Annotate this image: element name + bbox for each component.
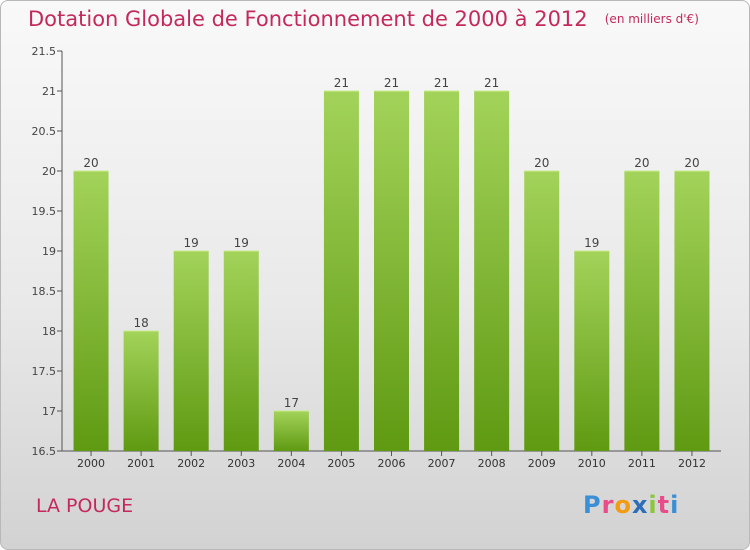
data-label: 17: [284, 396, 299, 410]
x-tick-label: 2004: [277, 457, 305, 470]
y-tick-label: 18: [42, 325, 56, 338]
y-tick-label: 21: [42, 85, 56, 98]
bar: [73, 171, 109, 451]
x-tick-label: 2010: [578, 457, 606, 470]
x-tick-label: 2011: [628, 457, 656, 470]
data-label: 20: [83, 156, 98, 170]
data-label: 18: [133, 316, 148, 330]
data-label: 21: [334, 76, 349, 90]
x-tick-label: 2000: [77, 457, 105, 470]
bar: [624, 171, 660, 451]
logo-letter: t: [657, 491, 671, 519]
logo-letter: i: [670, 491, 680, 519]
logo-letter: i: [648, 491, 658, 519]
bar: [474, 91, 510, 451]
logo-letter: x: [631, 491, 649, 519]
x-tick-label: 2005: [327, 457, 355, 470]
bar: [173, 251, 209, 451]
x-tick-label: 2006: [378, 457, 406, 470]
chart-subtitle: (en milliers d'€): [604, 12, 699, 26]
bar: [223, 251, 259, 451]
bar: [123, 331, 159, 451]
x-tick-label: 2008: [478, 457, 506, 470]
x-tick-label: 2012: [678, 457, 706, 470]
data-label: 21: [434, 76, 449, 90]
bar: [424, 91, 460, 451]
y-tick-label: 17.5: [32, 365, 57, 378]
y-tick-label: 20: [42, 165, 56, 178]
y-tick-label: 21.5: [32, 45, 57, 58]
bar: [273, 411, 309, 451]
bar: [374, 91, 409, 451]
logo-letter: o: [614, 491, 632, 519]
y-tick-label: 20.5: [32, 125, 57, 138]
data-label: 19: [584, 236, 599, 250]
bar: [674, 171, 710, 451]
y-tick-label: 19.5: [32, 205, 57, 218]
x-tick-label: 2009: [528, 457, 556, 470]
data-label: 20: [634, 156, 649, 170]
place-name: LA POUGE: [36, 495, 134, 517]
y-tick-label: 19: [42, 245, 56, 258]
bar: [323, 91, 359, 451]
data-label: 20: [534, 156, 549, 170]
x-tick-label: 2002: [177, 457, 205, 470]
proxiti-logo: Proxiti: [583, 491, 679, 519]
x-tick-label: 2007: [428, 457, 456, 470]
title-row: Dotation Globale de Fonctionnement de 20…: [28, 7, 699, 31]
x-tick-label: 2001: [127, 457, 155, 470]
y-tick-label: 18.5: [32, 285, 57, 298]
chart-title: Dotation Globale de Fonctionnement de 20…: [28, 7, 588, 31]
logo-letter: P: [583, 491, 602, 519]
y-tick-label: 16.5: [32, 445, 57, 458]
bar: [524, 171, 560, 451]
data-label: 21: [384, 76, 399, 90]
data-label: 19: [184, 236, 199, 250]
y-tick-label: 17: [42, 405, 56, 418]
bar: [574, 251, 610, 451]
data-label: 20: [684, 156, 699, 170]
x-tick-label: 2003: [227, 457, 255, 470]
logo-letter: r: [601, 491, 615, 519]
data-label: 21: [484, 76, 499, 90]
data-label: 19: [234, 236, 249, 250]
